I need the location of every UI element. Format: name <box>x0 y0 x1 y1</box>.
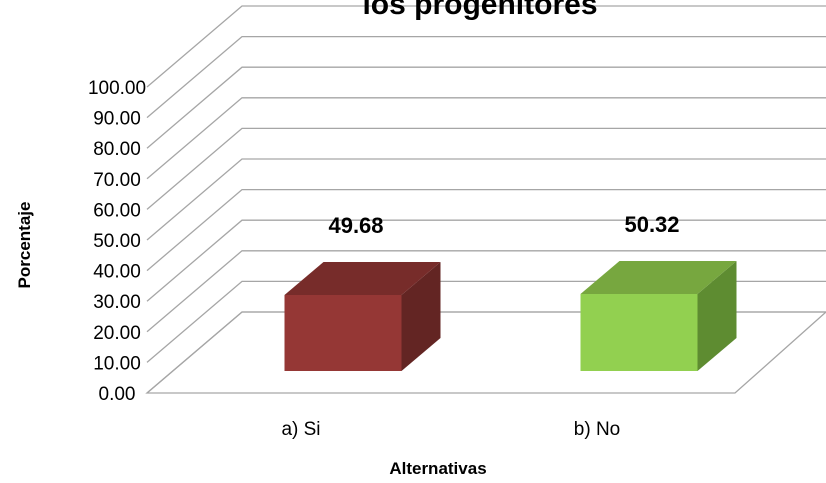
x-category-label: a) Si <box>281 419 320 440</box>
x-axis-title: Alternativas <box>389 459 486 478</box>
chart-title: los progenitores <box>362 0 597 21</box>
y-tick-label: 10.00 <box>93 353 141 374</box>
bar <box>580 261 737 371</box>
gridline <box>146 250 826 333</box>
y-tick-label: 100.00 <box>88 78 146 99</box>
data-label: 49.68 <box>328 213 383 238</box>
floor-outline <box>145 311 826 394</box>
gridline <box>146 219 826 302</box>
bar-front <box>580 294 698 371</box>
bar-side <box>401 261 441 371</box>
data-labels: 49.68 50.32 <box>328 212 679 238</box>
gridline <box>146 35 826 119</box>
gridlines <box>146 5 826 394</box>
y-axis-ticks: 0.00 10.00 20.00 30.00 40.00 50.00 60.00 70.00 8… <box>88 78 146 405</box>
y-tick-label: 70.00 <box>93 170 141 191</box>
y-tick-label: 40.00 <box>93 262 141 283</box>
y-tick-label: 80.00 <box>93 139 141 160</box>
gridline <box>146 158 826 241</box>
bar-side <box>697 261 737 371</box>
y-tick-label: 20.00 <box>93 323 141 344</box>
bars <box>284 261 737 371</box>
y-tick-label: 90.00 <box>93 109 141 130</box>
bar <box>284 261 441 371</box>
bar-top <box>580 261 737 295</box>
chart-floor <box>145 311 826 394</box>
y-tick-label: 30.00 <box>93 292 141 313</box>
y-tick-label: 50.00 <box>93 231 141 252</box>
bar-top <box>284 261 441 295</box>
x-axis-categories: a) Si b) No <box>281 419 620 440</box>
y-tick-label: 0.00 <box>99 384 136 405</box>
gridline <box>146 127 826 210</box>
gridline <box>146 5 826 88</box>
gridline <box>146 188 826 272</box>
x-category-label: b) No <box>574 419 620 440</box>
y-tick-label: 60.00 <box>93 200 141 221</box>
y-axis-title: Porcentaje <box>15 202 34 289</box>
gridline <box>146 66 826 149</box>
bar-front <box>284 294 402 371</box>
gridline <box>146 97 826 180</box>
data-label: 50.32 <box>624 212 679 237</box>
